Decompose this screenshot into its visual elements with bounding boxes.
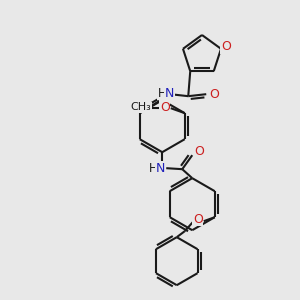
Text: O: O [193,213,203,226]
Text: H: H [158,87,167,100]
Text: O: O [221,40,231,53]
Text: O: O [209,88,219,101]
Text: N: N [156,162,165,175]
Text: O: O [194,145,204,158]
Text: N: N [165,87,174,100]
Text: CH₃: CH₃ [130,102,151,112]
Text: O: O [160,101,170,114]
Text: H: H [149,162,158,175]
